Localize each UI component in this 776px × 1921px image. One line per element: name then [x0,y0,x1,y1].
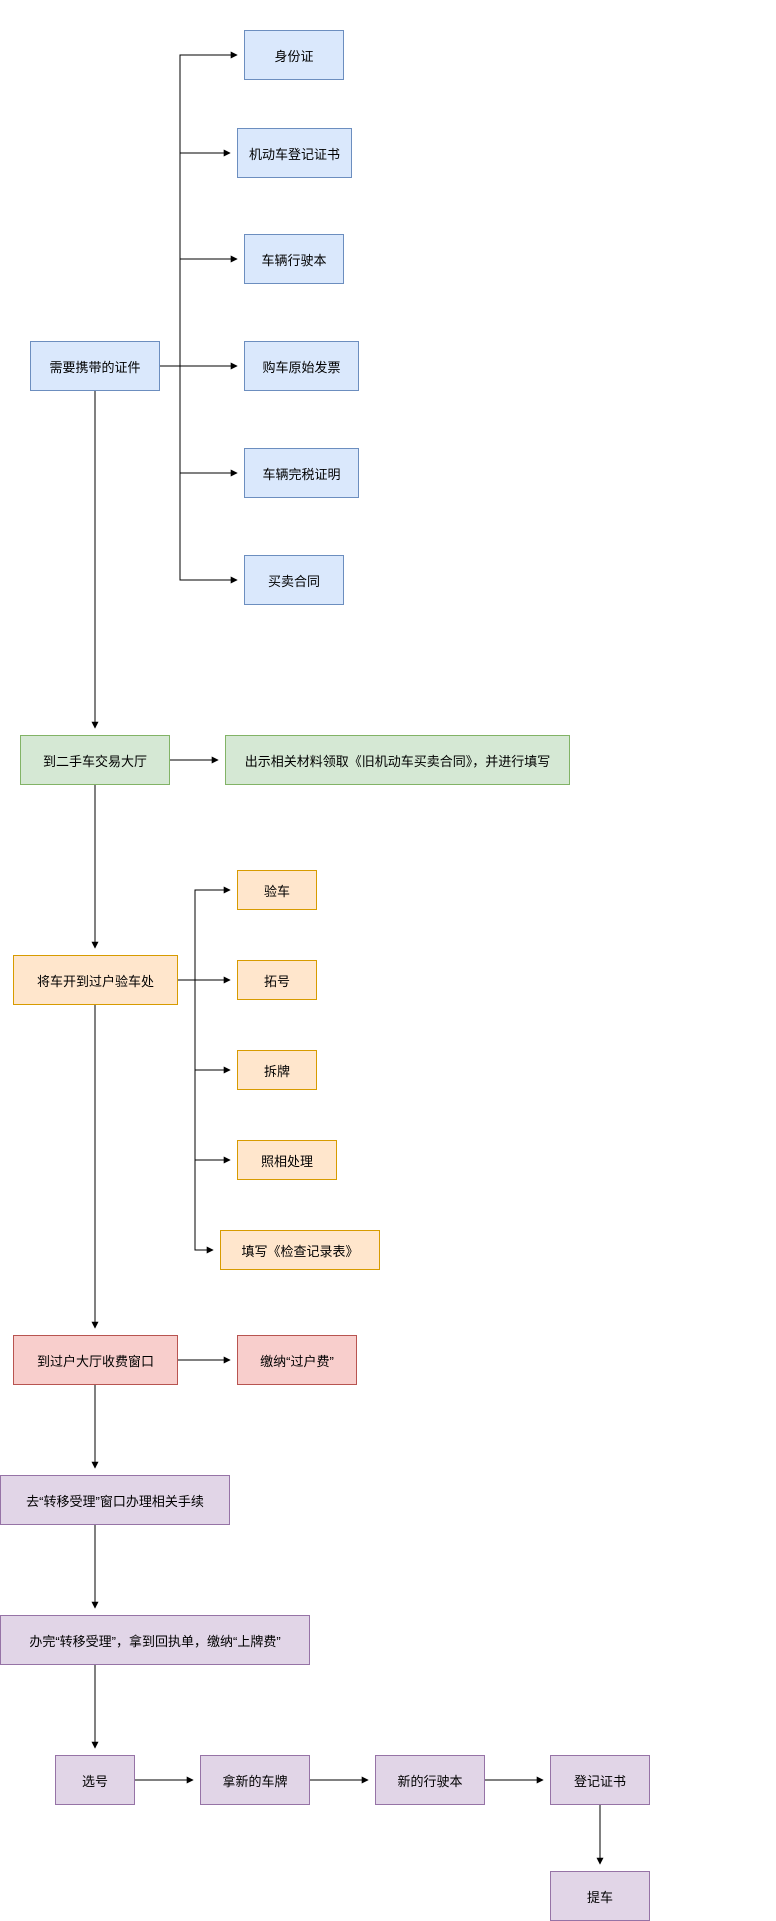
flowchart-node-n3d: 照相处理 [237,1140,337,1180]
flowchart-node-label: 车辆行驶本 [261,250,326,269]
flowchart-node-label: 登记证书 [574,1771,626,1790]
flowchart-node-label: 拓号 [264,971,290,990]
flowchart-node-label: 照相处理 [261,1151,313,1170]
flowchart-node-n10: 登记证书 [550,1755,650,1805]
flowchart-node-label: 到二手车交易大厅 [43,751,147,770]
flowchart-node-n3c: 拆牌 [237,1050,317,1090]
flowchart-node-n2a: 出示相关材料领取《旧机动车买卖合同》，并进行填写 [225,735,570,785]
flowchart-node-n6: 办完“转移受理”，拿到回执单，缴纳“上牌费” [0,1615,310,1665]
flowchart-node-label: 将车开到过户验车处 [37,971,154,990]
flowchart-node-label: 机动车登记证书 [249,144,340,163]
flowchart-node-n3: 将车开到过户验车处 [13,955,178,1005]
flowchart-node-label: 买卖合同 [268,571,320,590]
flowchart-node-label: 填写《检查记录表》 [241,1241,358,1260]
flowchart-edge-1 [180,153,230,366]
flowchart-edge-9 [178,890,230,980]
flowchart-edge-12 [195,980,230,1160]
flowchart-node-n5: 去“转移受理”窗口办理相关手续 [0,1475,230,1525]
flowchart-node-label: 缴纳“过户费” [260,1351,334,1370]
flowchart-node-n8: 拿新的车牌 [200,1755,310,1805]
flowchart-node-label: 验车 [264,881,290,900]
flowchart-node-label: 到过户大厅收费窗口 [37,1351,154,1370]
flowchart-edge-2 [180,259,237,366]
flowchart-node-n3e: 填写《检查记录表》 [220,1230,380,1270]
flowchart-node-label: 拿新的车牌 [222,1771,287,1790]
flowchart-node-n3b: 拓号 [237,960,317,1000]
flowchart-node-label: 需要携带的证件 [49,357,140,376]
flowchart-node-label: 办完“转移受理”，拿到回执单，缴纳“上牌费” [29,1631,280,1650]
flowchart-node-label: 购车原始发票 [262,357,340,376]
flowchart-node-label: 拆牌 [264,1061,290,1080]
flowchart-node-n1d: 购车原始发票 [244,341,359,391]
flowchart-node-label: 新的行驶本 [397,1771,462,1790]
flowchart-node-n7: 选号 [55,1755,135,1805]
flowchart-edge-4 [180,366,237,473]
flowchart-node-n3a: 验车 [237,870,317,910]
flowchart-node-n1f: 买卖合同 [244,555,344,605]
flowchart-edge-11 [195,980,230,1070]
flowchart-node-n9: 新的行驶本 [375,1755,485,1805]
flowchart-node-n1: 需要携带的证件 [30,341,160,391]
flowchart-node-label: 选号 [82,1771,108,1790]
flowchart-node-label: 去“转移受理”窗口办理相关手续 [26,1491,204,1510]
flowchart-node-label: 车辆完税证明 [262,464,340,483]
flowchart-node-n1e: 车辆完税证明 [244,448,359,498]
flowchart-node-n1a: 身份证 [244,30,344,80]
flowchart-node-n1c: 车辆行驶本 [244,234,344,284]
flowchart-edge-13 [195,980,213,1250]
flowchart-node-n4: 到过户大厅收费窗口 [13,1335,178,1385]
flowchart-node-n11: 提车 [550,1871,650,1921]
flowchart-node-label: 身份证 [274,46,313,65]
flowchart-node-label: 提车 [587,1887,613,1906]
flowchart-edge-0 [160,55,237,366]
flowchart-node-n4a: 缴纳“过户费” [237,1335,357,1385]
flowchart-node-label: 出示相关材料领取《旧机动车买卖合同》，并进行填写 [245,751,551,770]
flowchart-node-n2: 到二手车交易大厅 [20,735,170,785]
flowchart-edge-5 [180,366,237,580]
flowchart-node-n1b: 机动车登记证书 [237,128,352,178]
